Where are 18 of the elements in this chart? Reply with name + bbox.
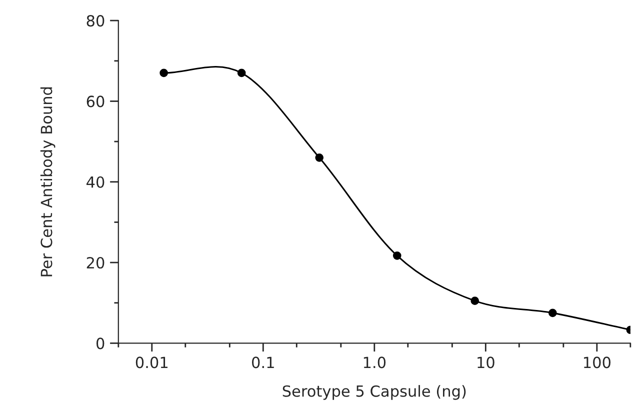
x-tick-label: 100 xyxy=(584,356,610,368)
y-tick-label: 40 xyxy=(86,176,104,188)
y-tick-label: 20 xyxy=(86,256,104,269)
x-axis-title: Serotype 5 Capsule (ng) xyxy=(282,385,466,400)
point xyxy=(392,252,402,260)
point xyxy=(237,68,246,78)
x-tick-label: 10 xyxy=(478,356,494,368)
y-tick-label: 60 xyxy=(86,96,104,108)
point xyxy=(470,296,480,306)
point xyxy=(548,308,557,318)
x-tick-label: 0.1 xyxy=(252,356,274,368)
y-axis-title: Per Cent Antibody Bound xyxy=(40,87,56,276)
x-tick-label: 0.01 xyxy=(136,356,168,368)
point xyxy=(315,154,324,162)
y-tick-label: 0 xyxy=(96,338,104,350)
x-tick-label: 1.0 xyxy=(364,356,386,368)
y-tick-label: 80 xyxy=(86,15,104,27)
point xyxy=(160,68,168,78)
